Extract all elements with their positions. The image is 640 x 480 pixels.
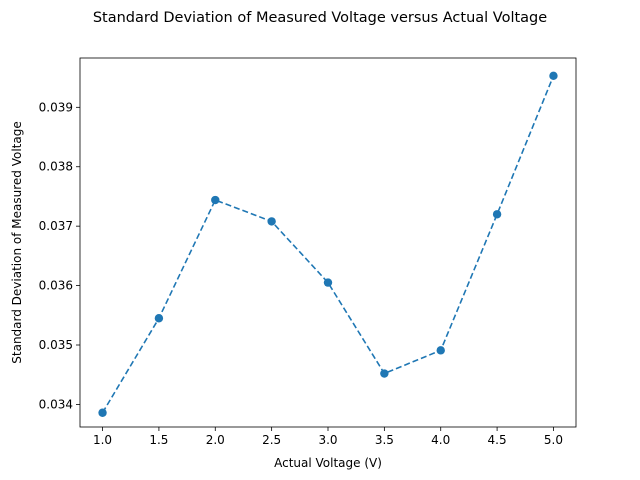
x-tick-label: 2.0: [206, 433, 225, 447]
data-point: [436, 346, 445, 355]
chart-title: Standard Deviation of Measured Voltage v…: [93, 10, 547, 26]
data-point: [98, 408, 107, 417]
data-point: [154, 314, 164, 323]
x-axis-label: Actual Voltage (V): [274, 456, 382, 470]
x-tick-label: 1.0: [93, 433, 112, 447]
series-line: [101, 75, 555, 414]
y-axis: 0.034 0.035 0.036 0.037 0.038 0.039: [39, 100, 80, 411]
y-tick-label: 0.038: [39, 160, 73, 174]
x-tick-label: 2.5: [262, 433, 281, 447]
x-tick-label: 4.5: [488, 433, 507, 447]
data-point: [492, 210, 502, 219]
x-tick-label: 5.0: [544, 433, 563, 447]
y-tick-label: 0.036: [39, 279, 73, 293]
y-tick-label: 0.039: [39, 100, 73, 114]
y-tick-label: 0.034: [39, 397, 73, 411]
x-tick-label: 3.0: [318, 433, 337, 447]
data-point: [549, 71, 558, 81]
data-point: [380, 369, 389, 378]
y-tick-label: 0.037: [39, 219, 73, 233]
x-axis: 1.0 1.5 2.0 2.5 3.0 3.5 4.0 4.5 5.0: [93, 427, 563, 447]
data-point: [323, 278, 333, 287]
y-tick-label: 0.035: [39, 338, 73, 352]
axes-frame: [79, 57, 577, 428]
y-axis-label: Standard Deviation of Measured Voltage: [10, 121, 24, 363]
x-tick-label: 1.5: [149, 433, 168, 447]
series-layer: [98, 71, 558, 417]
x-tick-label: 4.0: [431, 433, 450, 447]
data-point: [211, 195, 220, 205]
data-point: [267, 217, 276, 226]
x-tick-label: 3.5: [375, 433, 394, 447]
